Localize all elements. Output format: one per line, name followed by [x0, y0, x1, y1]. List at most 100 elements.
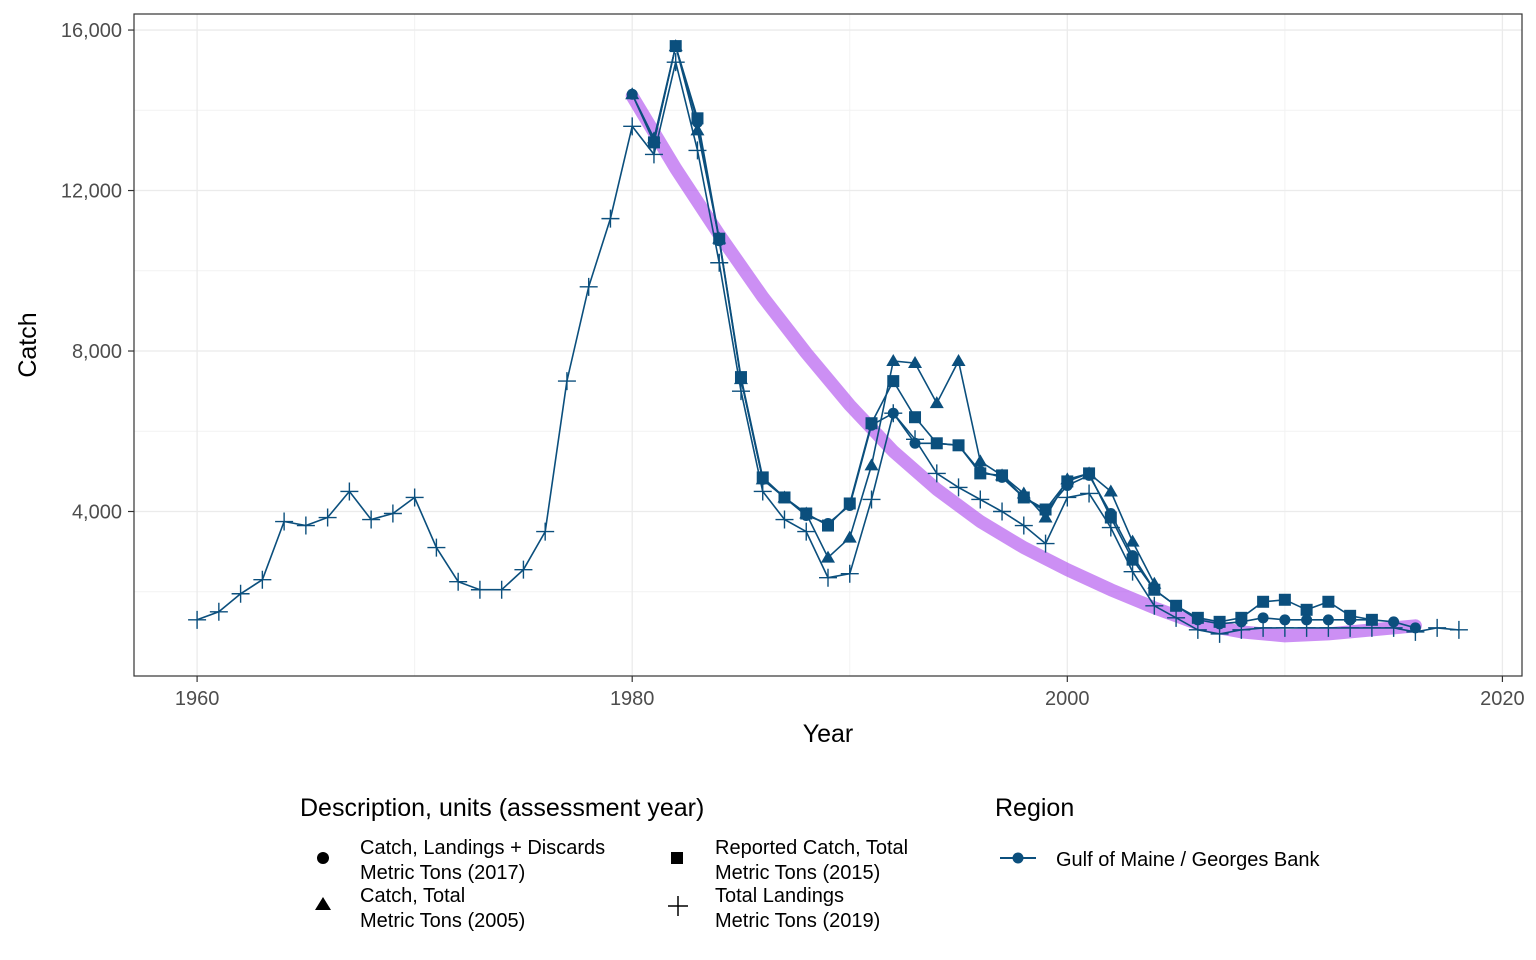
data-point-plus	[405, 488, 424, 507]
data-point-triangle	[886, 354, 901, 367]
data-point-plus	[1167, 608, 1186, 627]
data-point-plus	[819, 568, 837, 587]
data-point-plus	[383, 504, 402, 523]
data-point-square	[1322, 595, 1335, 608]
data-point-plus	[427, 538, 446, 557]
x-tick-label: 2020	[1480, 688, 1525, 710]
data-point-plus	[775, 510, 794, 529]
data-point-plus	[492, 580, 511, 599]
data-point-plus	[601, 209, 620, 228]
legend-description-title: Description, units (assessment year)	[300, 794, 704, 822]
series-layer	[188, 39, 1468, 643]
data-point-circle	[1344, 614, 1356, 626]
y-tick-label: 4,000	[72, 502, 122, 524]
data-point-circle	[1257, 612, 1269, 624]
data-point-circle	[1061, 479, 1073, 491]
data-point-circle	[757, 473, 769, 485]
data-point-plus	[470, 580, 489, 599]
data-point-plus	[318, 508, 337, 527]
data-point-plus	[862, 490, 881, 509]
legend-item-square-line2: Metric Tons (2015)	[715, 862, 880, 884]
data-point-plus	[753, 482, 772, 501]
data-point-triangle	[951, 354, 966, 367]
legend-item-circle-line1: Catch, Landings + Discards	[360, 837, 605, 859]
data-point-plus	[1080, 484, 1099, 503]
data-point-circle	[1018, 491, 1030, 503]
data-point-circle	[822, 518, 834, 530]
data-point-plus	[1428, 618, 1447, 637]
data-point-plus	[536, 522, 555, 541]
data-point-circle	[800, 510, 812, 522]
data-point-circle	[996, 471, 1008, 483]
legend-region: Region Gulf of Maine / Georges Bank	[995, 794, 1320, 871]
data-point-circle	[866, 419, 878, 431]
data-point-plus	[993, 502, 1012, 521]
data-point-circle	[974, 465, 986, 477]
x-tick-label: 1980	[610, 688, 655, 710]
data-point-plus	[209, 602, 228, 621]
data-point-triangle	[929, 396, 944, 409]
series-circle	[626, 40, 1421, 634]
data-point-plus	[1036, 534, 1055, 553]
y-tick-label: 8,000	[72, 341, 122, 363]
data-point-plus	[275, 512, 294, 531]
legend-item-triangle-line2: Metric Tons (2005)	[360, 910, 525, 932]
legend-circle-icon	[317, 852, 329, 864]
data-point-circle	[626, 88, 638, 100]
legend-region-label: Gulf of Maine / Georges Bank	[1056, 849, 1320, 871]
data-point-circle	[1148, 584, 1160, 596]
data-point-plus	[623, 117, 642, 136]
data-point-plus	[557, 372, 576, 391]
data-point-circle	[1170, 600, 1182, 612]
data-point-plus	[253, 570, 272, 589]
data-point-circle	[1366, 614, 1378, 626]
x-axis-title: Year	[803, 720, 854, 748]
data-point-plus	[666, 53, 685, 72]
legend-plus-icon	[668, 896, 688, 916]
data-point-plus	[1145, 596, 1164, 615]
data-point-triangle	[821, 550, 835, 563]
data-point-triangle	[973, 454, 988, 467]
data-point-plus	[579, 277, 598, 296]
data-point-plus	[731, 382, 750, 401]
y-tick-label: 16,000	[61, 20, 122, 42]
y-axis-title: Catch	[14, 312, 42, 377]
data-point-plus	[449, 572, 468, 591]
data-point-circle	[953, 439, 965, 451]
data-point-circle	[1127, 550, 1139, 562]
data-point-square	[1257, 595, 1270, 608]
data-point-plus	[231, 584, 250, 603]
data-point-plus	[840, 564, 859, 583]
legend-description: Description, units (assessment year) Cat…	[300, 794, 908, 932]
data-point-triangle	[690, 123, 705, 136]
data-point-plus	[644, 145, 663, 164]
data-point-square	[1278, 593, 1291, 606]
plot-border	[133, 13, 1523, 677]
y-tick-label: 12,000	[61, 181, 122, 203]
data-point-triangle	[842, 530, 857, 543]
data-point-circle	[1105, 508, 1117, 520]
legend-item-circle-line2: Metric Tons (2017)	[360, 862, 525, 884]
legend-region-point-icon	[1012, 852, 1024, 864]
data-point-triangle	[1125, 534, 1140, 547]
data-point-plus	[927, 464, 946, 483]
data-point-plus	[514, 560, 533, 579]
data-point-square	[909, 411, 922, 424]
data-point-plus	[971, 490, 990, 509]
data-point-circle	[1214, 618, 1226, 630]
data-point-circle	[1192, 614, 1204, 626]
data-point-circle	[909, 437, 921, 449]
data-point-plus	[296, 516, 315, 535]
data-point-square	[1300, 603, 1313, 616]
data-point-plus	[362, 510, 381, 529]
data-point-plus	[340, 482, 359, 501]
data-point-plus	[1058, 488, 1077, 507]
data-point-circle	[1083, 469, 1095, 481]
data-point-circle	[1388, 616, 1400, 628]
data-point-circle	[1301, 614, 1313, 626]
data-point-circle	[1040, 506, 1052, 518]
legend-region-title: Region	[995, 794, 1074, 822]
data-point-circle	[1235, 616, 1247, 628]
data-point-circle	[670, 40, 682, 52]
